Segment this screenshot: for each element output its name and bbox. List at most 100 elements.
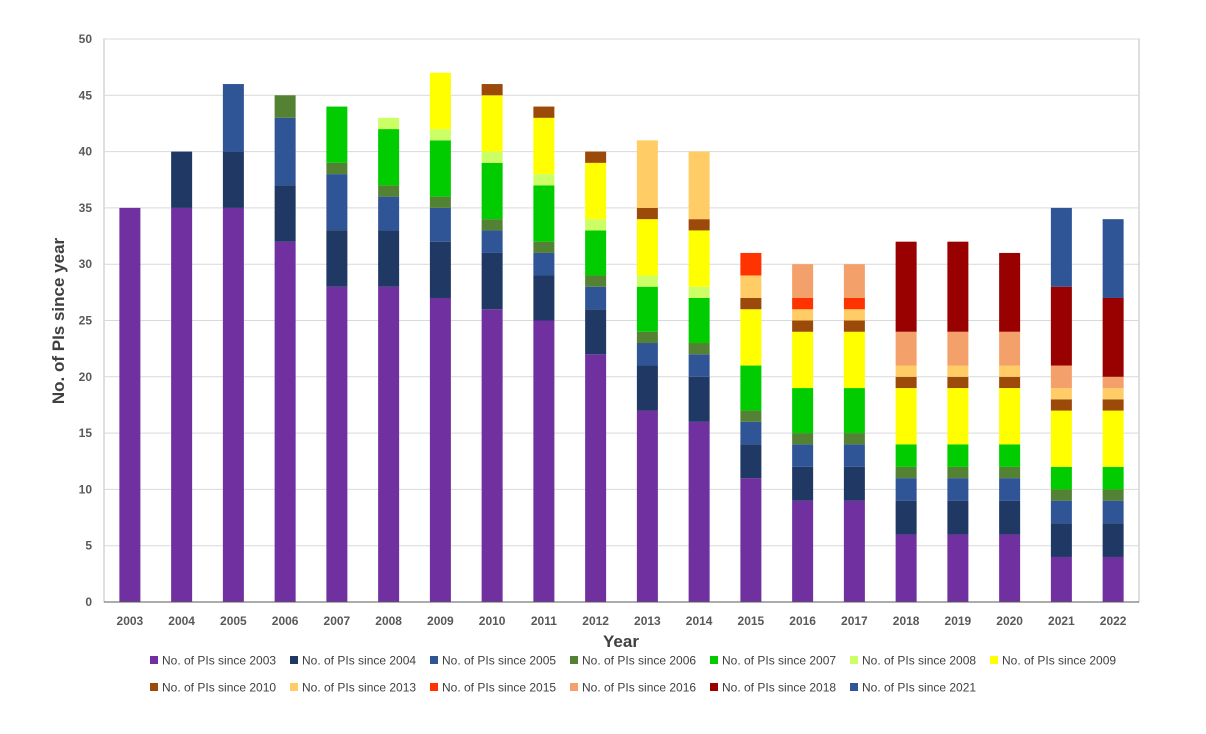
legend-swatch (710, 683, 718, 691)
bar-segment-2021-s11 (1050, 286, 1072, 366)
bar-segment-2008-s3 (378, 185, 400, 197)
legend-label: No. of PIs since 2021 (862, 681, 976, 695)
bar-segment-2015-s8 (740, 275, 762, 298)
bar-segment-2006-s2 (274, 117, 296, 186)
bar-segment-2011-s4 (533, 185, 555, 242)
bar-segment-2012-s2 (585, 286, 607, 310)
bar-segment-2012-s0 (585, 354, 607, 602)
legend-entry: No. of PIs since 2004 (290, 654, 416, 668)
bar-segment-2019-s3 (947, 466, 969, 479)
legend-label: No. of PIs since 2005 (442, 654, 556, 668)
bar-segment-2007-s4 (326, 106, 348, 163)
legend-entry: No. of PIs since 2013 (290, 681, 416, 695)
legend-label: No. of PIs since 2018 (722, 681, 836, 695)
bar-segment-2011-s6 (533, 117, 555, 175)
bar-segment-2022-s3 (1102, 489, 1124, 501)
bar-segment-2014-s2 (688, 354, 710, 377)
bar-segment-2005-s0 (222, 207, 244, 602)
legend-label: No. of PIs since 2006 (582, 654, 696, 668)
bar-segment-2016-s9 (792, 297, 814, 310)
legend-swatch (710, 656, 718, 664)
bar-segment-2013-s2 (636, 343, 658, 366)
legend-swatch (430, 683, 438, 691)
bar-segment-2012-s5 (585, 219, 607, 231)
bar-segment-2022-s7 (1102, 399, 1124, 411)
bar-segment-2018-s10 (895, 331, 917, 366)
bar-segment-2008-s0 (378, 286, 400, 602)
bar-segment-2022-s1 (1102, 523, 1124, 557)
bar-segment-2022-s6 (1102, 410, 1124, 467)
x-tick-label: 2010 (479, 614, 506, 628)
x-tick-label: 2022 (1100, 614, 1127, 628)
bar-segment-2016-s4 (792, 388, 814, 434)
legend-label: No. of PIs since 2007 (722, 654, 836, 668)
x-tick-label: 2018 (893, 614, 920, 628)
bar-segment-2020-s2 (999, 478, 1021, 501)
x-tick-label: 2011 (531, 614, 557, 628)
bar-segment-2022-s2 (1102, 500, 1124, 524)
legend-entry: No. of PIs since 2018 (710, 681, 836, 695)
legend-label: No. of PIs since 2009 (1002, 654, 1116, 668)
bar-segment-2005-s1 (222, 151, 244, 208)
x-tick-label: 2016 (789, 614, 816, 628)
bar-segment-2021-s1 (1050, 523, 1072, 557)
x-tick-label: 2009 (427, 614, 454, 628)
bar-segment-2020-s4 (999, 444, 1021, 467)
bar-segment-2021-s10 (1050, 365, 1072, 389)
bar-segment-2010-s7 (481, 84, 503, 96)
x-tick-label: 2012 (582, 614, 609, 628)
bar-segment-2014-s0 (688, 421, 710, 602)
legend-entry: No. of PIs since 2010 (150, 681, 276, 695)
legend-label: No. of PIs since 2008 (862, 654, 976, 668)
bar-segment-2008-s2 (378, 196, 400, 231)
x-tick-label: 2017 (841, 614, 868, 628)
bar-segment-2009-s6 (429, 72, 451, 130)
bar-segment-2016-s0 (792, 500, 814, 602)
bar-segment-2008-s5 (378, 117, 400, 130)
bar-segment-2017-s4 (843, 388, 865, 434)
bar-segment-2015-s1 (740, 444, 762, 479)
bar-segment-2011-s1 (533, 275, 555, 321)
bar-segment-2014-s4 (688, 297, 710, 344)
legend-label: No. of PIs since 2015 (442, 681, 556, 695)
bar-segment-2012-s6 (585, 162, 607, 220)
bar-segment-2017-s8 (843, 309, 865, 321)
bar-segment-2016-s8 (792, 309, 814, 321)
bar-segment-2018-s7 (895, 376, 917, 389)
y-tick-label: 45 (79, 88, 93, 102)
bar-segment-2019-s10 (947, 331, 969, 366)
bar-segment-2011-s0 (533, 320, 555, 602)
bar-segment-2010-s1 (481, 252, 503, 310)
bar-segment-2013-s8 (636, 140, 658, 208)
bar-segment-2009-s4 (429, 140, 451, 197)
legend-entry: No. of PIs since 2007 (710, 654, 836, 668)
bar-segment-2007-s2 (326, 174, 348, 231)
bar-segment-2016-s10 (792, 264, 814, 298)
bar-segment-2011-s5 (533, 174, 555, 186)
bar-segment-2011-s7 (533, 106, 555, 118)
bar-segment-2018-s4 (895, 444, 917, 467)
bar-segment-2021-s6 (1050, 410, 1072, 467)
legend-entry: No. of PIs since 2009 (990, 654, 1116, 668)
bar-segment-2012-s4 (585, 230, 607, 276)
bar-segment-2019-s0 (947, 534, 969, 602)
gridlines (103, 38, 1140, 603)
bar-segment-2010-s0 (481, 309, 503, 602)
bar-segment-2014-s5 (688, 286, 710, 298)
bar-segment-2019-s1 (947, 500, 969, 535)
bar-segment-2013-s3 (636, 331, 658, 344)
bar-segment-2009-s3 (429, 196, 451, 208)
bar-segment-2022-s12 (1102, 219, 1124, 298)
bar-segment-2018-s11 (895, 241, 917, 332)
bar-segment-2021-s4 (1050, 466, 1072, 490)
bar-segment-2021-s12 (1050, 207, 1072, 287)
bar-segment-2013-s0 (636, 410, 658, 602)
bar-segment-2019-s8 (947, 365, 969, 377)
bar-segment-2021-s3 (1050, 489, 1072, 501)
x-tick-label: 2008 (375, 614, 402, 628)
bar-segment-2018-s3 (895, 466, 917, 479)
x-tick-label: 2003 (117, 614, 144, 628)
bar-segment-2014-s1 (688, 376, 710, 422)
